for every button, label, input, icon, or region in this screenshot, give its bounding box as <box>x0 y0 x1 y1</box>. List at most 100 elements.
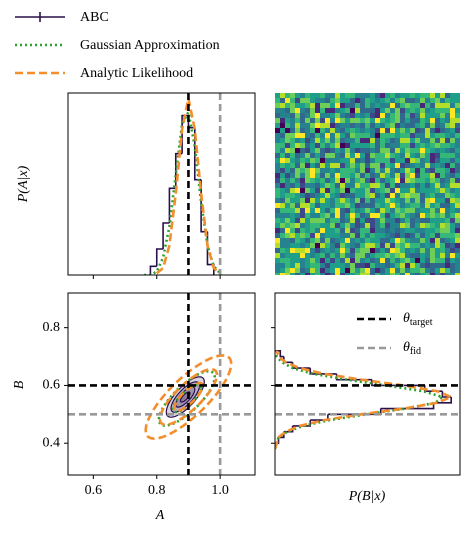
pixel <box>425 218 430 223</box>
pixel <box>355 118 360 123</box>
pixel <box>325 263 330 268</box>
pixel <box>330 258 335 263</box>
pixel <box>340 208 345 213</box>
pixel <box>345 123 350 128</box>
pixel <box>405 163 410 168</box>
pixel <box>375 113 380 118</box>
pixel <box>380 213 385 218</box>
pixel <box>375 208 380 213</box>
pixel <box>325 103 330 108</box>
pixel <box>305 138 310 143</box>
pixel <box>360 223 365 228</box>
pixel <box>455 223 460 228</box>
pixel <box>275 123 280 128</box>
pixel <box>445 108 450 113</box>
pixel <box>415 168 420 173</box>
pixel <box>405 203 410 208</box>
pixel <box>295 233 300 238</box>
pixel <box>330 228 335 233</box>
pixel <box>285 203 290 208</box>
pixel <box>455 178 460 183</box>
pixel <box>335 193 340 198</box>
pixel <box>405 188 410 193</box>
pixel <box>360 183 365 188</box>
pixel <box>375 183 380 188</box>
pixel <box>425 248 430 253</box>
pixel <box>440 163 445 168</box>
pixel <box>415 138 420 143</box>
pixel <box>340 168 345 173</box>
pixel <box>295 268 300 273</box>
pixel <box>395 173 400 178</box>
pixel <box>415 118 420 123</box>
pixel <box>415 223 420 228</box>
pixel <box>280 223 285 228</box>
pixel <box>300 273 305 275</box>
pixel <box>300 93 305 98</box>
pixel <box>295 118 300 123</box>
pixel <box>425 118 430 123</box>
pixel <box>375 108 380 113</box>
pixel <box>330 118 335 123</box>
pixel <box>340 223 345 228</box>
pixel <box>380 153 385 158</box>
pixel <box>445 148 450 153</box>
pixel <box>440 193 445 198</box>
pixel <box>430 243 435 248</box>
pixel <box>440 113 445 118</box>
pixel <box>375 273 380 275</box>
pixel <box>370 208 375 213</box>
pixel <box>275 268 280 273</box>
pixel <box>450 193 455 198</box>
pixel <box>295 93 300 98</box>
pixel <box>320 208 325 213</box>
pixel <box>445 208 450 213</box>
pixel <box>410 233 415 238</box>
pixel <box>325 163 330 168</box>
pixel <box>365 238 370 243</box>
pixel <box>395 233 400 238</box>
pixel <box>315 193 320 198</box>
pixel <box>375 253 380 258</box>
pixel <box>360 193 365 198</box>
pixel <box>275 248 280 253</box>
pixel <box>455 133 460 138</box>
pixel <box>345 203 350 208</box>
pixel <box>455 98 460 103</box>
pixel <box>360 103 365 108</box>
pixel <box>275 153 280 158</box>
pixel <box>420 263 425 268</box>
pixel <box>445 98 450 103</box>
pixel <box>370 188 375 193</box>
pixel <box>280 118 285 123</box>
pixel <box>395 198 400 203</box>
histogram-bin <box>155 248 164 267</box>
pixel <box>310 133 315 138</box>
pixel <box>365 273 370 275</box>
pixel <box>380 268 385 273</box>
pixel <box>310 158 315 163</box>
pixel <box>450 178 455 183</box>
pixel <box>455 198 460 203</box>
pixel <box>350 198 355 203</box>
pixel <box>315 233 320 238</box>
pixel <box>455 218 460 223</box>
pixel <box>340 263 345 268</box>
pixel <box>275 173 280 178</box>
pixel <box>405 98 410 103</box>
pixel <box>340 93 345 98</box>
top-left-panel <box>144 93 222 275</box>
pixel <box>340 218 345 223</box>
right-x-axis-label: P(B|x) <box>348 489 386 504</box>
pixel <box>450 268 455 273</box>
pixel <box>345 188 350 193</box>
pixel <box>290 168 295 173</box>
pixel <box>420 208 425 213</box>
pixel <box>330 188 335 193</box>
pixel <box>375 133 380 138</box>
pixel <box>375 123 380 128</box>
pixel <box>425 173 430 178</box>
pixel <box>345 248 350 253</box>
pixel <box>315 128 320 133</box>
pixel <box>345 113 350 118</box>
